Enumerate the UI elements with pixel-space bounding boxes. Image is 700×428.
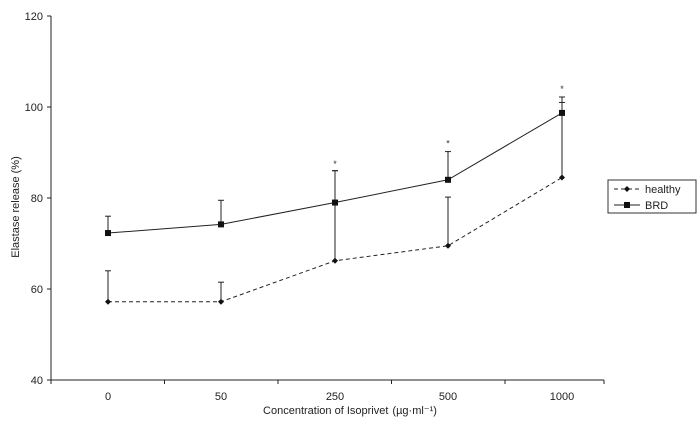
- x-axis-title-unit: (µg·ml⁻¹): [392, 405, 437, 417]
- data-point-healthy: [218, 298, 224, 305]
- legend-box: [607, 179, 697, 214]
- legend-marker-brd: [624, 202, 630, 208]
- data-point-healthy: [105, 298, 111, 305]
- data-point-healthy: [332, 257, 338, 264]
- data-point-brd: [332, 199, 338, 206]
- y-tick-label: 80: [31, 193, 43, 205]
- significance-star: *: [560, 84, 564, 94]
- y-tick-label: 40: [31, 375, 43, 387]
- legend-label-brd: BRD: [645, 200, 668, 212]
- data-point-brd: [445, 176, 451, 183]
- x-tick-label: 50: [215, 391, 227, 403]
- data-point-brd: [218, 221, 224, 228]
- data-point-brd: [559, 109, 565, 116]
- x-tick-label: 0: [105, 391, 111, 403]
- data-point-healthy: [445, 242, 451, 249]
- significance-star: *: [333, 159, 337, 169]
- x-tick-label: 500: [439, 391, 457, 403]
- y-tick-label: 100: [25, 102, 43, 114]
- data-point-healthy: [559, 174, 565, 181]
- axes: [50, 16, 604, 381]
- y-tick-label: 60: [31, 284, 43, 296]
- legend-label-healthy: healthy: [645, 184, 681, 196]
- x-tick-label: 1000: [550, 391, 574, 403]
- y-tick-label: 120: [25, 11, 43, 23]
- x-axis-title: Concentration of Isoprivet (µg·ml⁻¹): [263, 405, 437, 417]
- y-ticks: 40 60 80 100 120: [25, 11, 51, 387]
- x-axis-title-text: Concentration of Isoprivet: [263, 405, 388, 417]
- x-tick-label: 250: [326, 391, 344, 403]
- significance-star: *: [446, 138, 450, 148]
- data-point-brd: [105, 230, 111, 237]
- legend: healthy BRD: [607, 179, 697, 214]
- error-bars: [105, 96, 565, 302]
- series-markers: [105, 109, 565, 305]
- x-ticks: 0 50 250 500 1000: [50, 380, 605, 403]
- y-axis-title: Elastase release (%): [10, 156, 22, 258]
- legend-marker-healthy: [624, 186, 630, 192]
- significance-markers: * * *: [333, 84, 564, 169]
